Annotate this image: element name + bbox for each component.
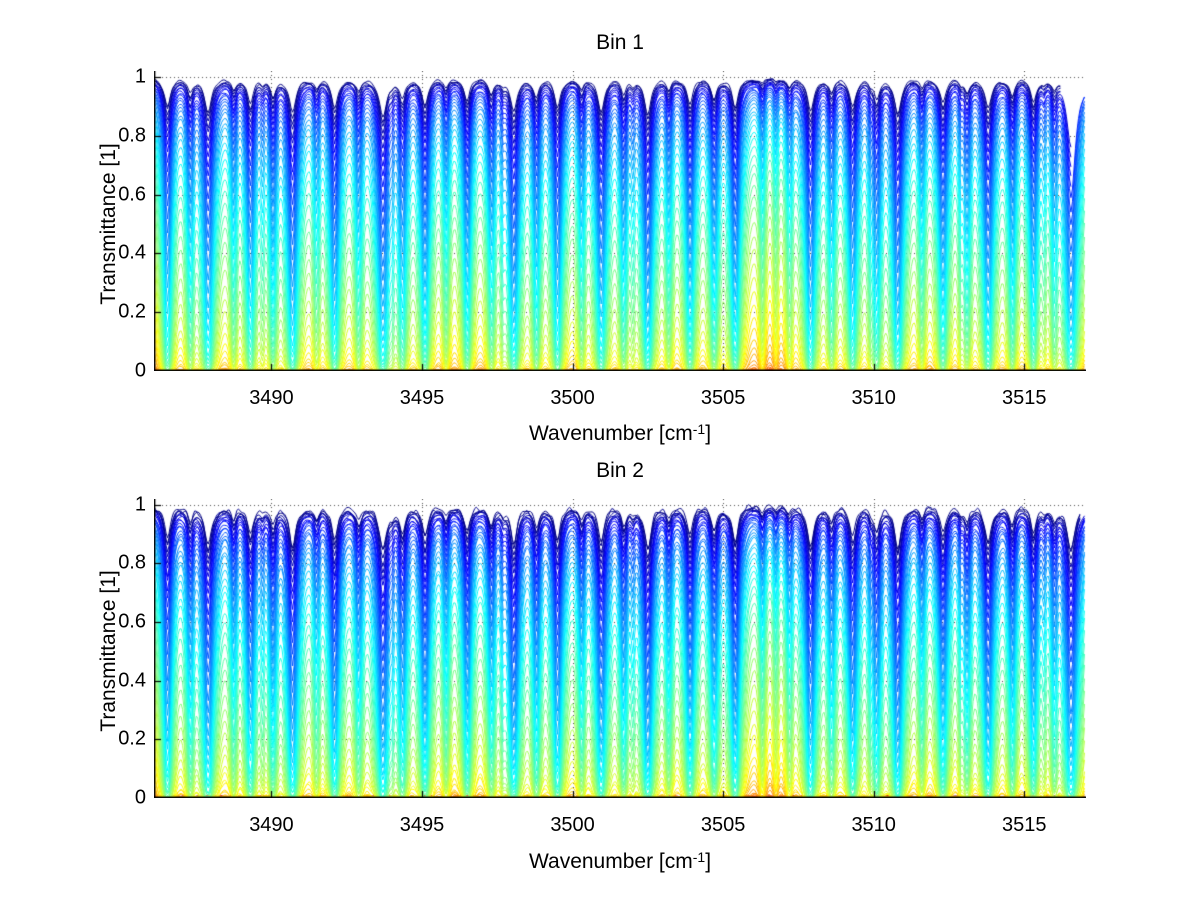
subplot1-xlabel-main: Wavenumber [cm xyxy=(528,422,693,445)
x-tick-label: 3505 xyxy=(700,387,746,409)
subplot2-title: Bin 2 xyxy=(596,459,644,482)
subplot2-xlabel: Wavenumber [cm-1] xyxy=(529,849,711,874)
y-tick-label: 0.4 xyxy=(118,669,146,692)
x-tick-label: 3490 xyxy=(249,387,294,409)
subplot1-xlabel: Wavenumber [cm-1] xyxy=(529,421,711,446)
x-tick-label: 3505 xyxy=(700,814,746,836)
y-tick-label: 0.6 xyxy=(118,183,146,206)
x-tick-label: 3495 xyxy=(399,814,445,836)
x-tick-label: 3500 xyxy=(550,814,595,836)
y-tick-label: 0.8 xyxy=(118,551,146,574)
x-tick-label: 3515 xyxy=(1002,387,1047,409)
x-tick-label: 3495 xyxy=(399,387,445,409)
subplot1-xlabel-sup: -1 xyxy=(692,421,706,437)
y-tick-label: 0.8 xyxy=(118,124,146,147)
subplot2-xlabel-main: Wavenumber [cm xyxy=(528,850,693,873)
x-tick-label: 3510 xyxy=(851,387,896,409)
y-tick-label: 0.2 xyxy=(118,300,146,323)
subplot2-plot-area xyxy=(154,499,1086,798)
x-tick-label: 3490 xyxy=(249,814,294,836)
y-tick-label: 0 xyxy=(134,359,146,382)
y-tick-label: 1 xyxy=(134,65,146,88)
y-tick-label: 0.4 xyxy=(118,241,146,264)
y-tick-label: 1 xyxy=(134,493,146,516)
subplot2-xlabel-end: ] xyxy=(705,850,712,873)
subplot2-xlabel-sup: -1 xyxy=(692,849,706,865)
subplot1-title: Bin 1 xyxy=(596,31,644,54)
subplot1-xlabel-end: ] xyxy=(705,422,712,445)
subplot1-plot-area xyxy=(154,71,1086,371)
subplot2-ylabel: Transmittance [1] xyxy=(97,570,120,732)
x-tick-label: 3515 xyxy=(1002,814,1047,836)
subplot1-ylabel: Transmittance [1] xyxy=(97,143,120,305)
x-tick-label: 3510 xyxy=(851,814,896,836)
x-tick-label: 3500 xyxy=(550,387,595,409)
y-tick-label: 0.2 xyxy=(118,727,146,750)
y-tick-label: 0.6 xyxy=(118,610,146,633)
y-tick-label: 0 xyxy=(134,786,146,809)
